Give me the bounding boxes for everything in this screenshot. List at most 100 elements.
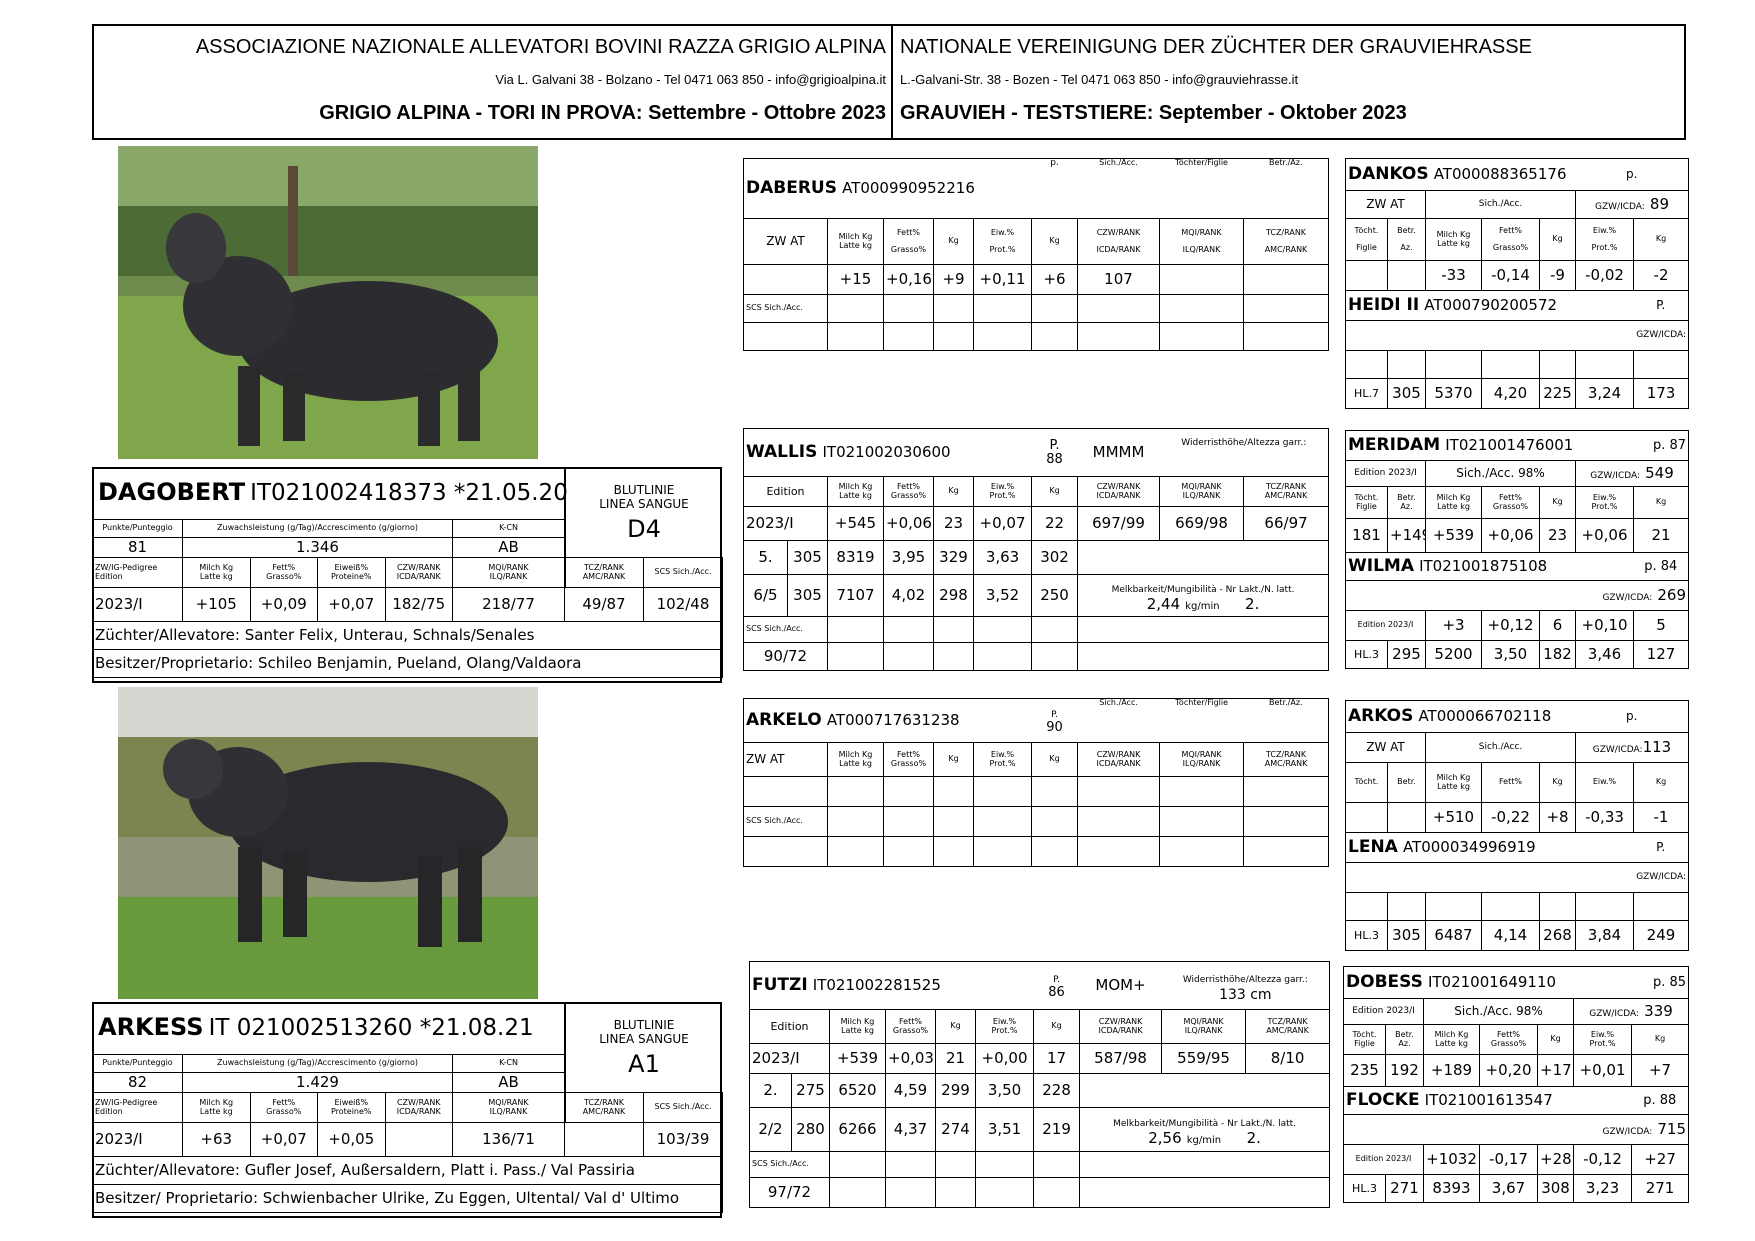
label: Milch Kg Latte kg bbox=[827, 742, 884, 777]
edition-value: 2023/I bbox=[92, 587, 183, 622]
label: Betr./Az. bbox=[1243, 698, 1330, 743]
label: Eiw.% Prot.% bbox=[973, 218, 1032, 265]
value: 173 bbox=[1633, 378, 1690, 409]
value: 21 bbox=[935, 1043, 976, 1074]
dam-title: HEIDI II AT000790200572 bbox=[1344, 290, 1634, 321]
kcn-value: AB bbox=[452, 537, 565, 558]
label: Eiw.% Prot.% bbox=[1573, 1024, 1633, 1055]
bull-title: DAGOBERT IT021002418373 *21.05.20 bbox=[98, 478, 568, 506]
label: MQI/RANK ILQ/RANK bbox=[1159, 218, 1244, 265]
value: 3,23 bbox=[1573, 1174, 1633, 1203]
sich-value: Sich./Acc. 98% bbox=[1425, 460, 1576, 487]
label: CZW/RANK ICDA/RANK bbox=[1077, 476, 1161, 507]
label: Kg bbox=[1633, 486, 1689, 519]
value bbox=[1159, 264, 1244, 295]
label: MQI/RANK ILQ/RANK bbox=[1161, 1009, 1247, 1044]
value bbox=[1243, 264, 1329, 295]
value: 3,50 bbox=[974, 1073, 1035, 1108]
owner-line: Besitzer/Proprietario: Schileo Benjamin,… bbox=[92, 649, 723, 678]
fett-value: +0,07 bbox=[249, 1122, 318, 1157]
label: Eiw.% Prot.% bbox=[974, 1009, 1035, 1044]
label: Fett% Grasso% bbox=[249, 557, 318, 588]
p-value: P. 90 bbox=[1031, 698, 1078, 743]
sire-title: ARKOS AT000066702118 bbox=[1345, 700, 1576, 733]
value: -0,12 bbox=[1573, 1144, 1633, 1175]
label: Milch Kg Latte kg bbox=[827, 476, 884, 507]
header-de-address: L.-Galvani-Str. 38 - Bozen - Tel 0471 06… bbox=[900, 72, 1299, 87]
value: 192 bbox=[1385, 1054, 1424, 1087]
value: 8319 bbox=[827, 540, 884, 575]
value: +149 bbox=[1387, 518, 1426, 553]
value: 3,24 bbox=[1575, 378, 1635, 409]
bull-stats-table: Punkte/Punteggio Zuwachsleistung (g/Tag)… bbox=[92, 1054, 723, 1213]
label: Punkte/Punteggio bbox=[92, 1054, 183, 1073]
value: 3,84 bbox=[1575, 920, 1634, 951]
label: K-CN bbox=[452, 1054, 565, 1073]
value: 3,46 bbox=[1575, 640, 1634, 669]
value: 280 bbox=[791, 1107, 830, 1152]
label: ZW AT bbox=[1345, 732, 1426, 763]
value: +6 bbox=[1031, 264, 1078, 295]
p-value: P. 86 bbox=[1033, 961, 1080, 1010]
value: 3,63 bbox=[972, 540, 1033, 575]
tcz-value: 49/87 bbox=[564, 587, 644, 622]
label: Punkte/Punteggio bbox=[92, 519, 183, 538]
value: +0,01 bbox=[1573, 1054, 1633, 1087]
value: 3,50 bbox=[1481, 640, 1540, 669]
value: -9 bbox=[1538, 260, 1577, 291]
height-value: Widerristhöhe/Altezza garr.: 133 cm bbox=[1161, 961, 1331, 1010]
label: Betr./Az. bbox=[1243, 158, 1329, 219]
sire-title: DABERUS AT000990952216 bbox=[743, 158, 1032, 219]
value: +0,03 bbox=[885, 1043, 936, 1074]
value: -0,02 bbox=[1575, 260, 1635, 291]
value: 275 bbox=[791, 1073, 830, 1108]
value: -0,22 bbox=[1481, 802, 1540, 833]
value: +0,06 bbox=[1481, 518, 1540, 553]
value: 295 bbox=[1387, 640, 1426, 669]
label: Kg bbox=[1539, 486, 1576, 519]
label: Kg bbox=[1031, 218, 1078, 265]
dam-table-meridam-wilma: MERIDAM IT021001476001 p. 87 Edition 202… bbox=[1345, 430, 1689, 669]
label: Kg bbox=[1633, 762, 1689, 803]
blutlinie-label: BLUTLINIE bbox=[613, 483, 675, 497]
label: Fett% Grasso% bbox=[883, 476, 934, 507]
value: +0,06 bbox=[1575, 518, 1634, 553]
gzw-value: GZW/ICDA: 549 bbox=[1575, 460, 1689, 487]
label: Milch Kg Latte kg bbox=[1423, 1024, 1480, 1055]
value: +3 bbox=[1425, 610, 1482, 641]
value: 302 bbox=[1031, 540, 1079, 575]
label: MQI/RANK ILQ/RANK bbox=[1159, 742, 1245, 777]
label: Kg bbox=[1539, 762, 1576, 803]
value: 274 bbox=[935, 1107, 976, 1152]
scs-value: 103/39 bbox=[643, 1122, 723, 1157]
bull-photo-dagobert bbox=[118, 146, 538, 459]
label: Betr. Az. bbox=[1387, 486, 1426, 519]
label: Eiw.% Prot.% bbox=[972, 476, 1033, 507]
edition-value: Edition 2023/I bbox=[1343, 998, 1424, 1025]
label: TCZ/RANK AMC/RANK bbox=[1243, 742, 1330, 777]
value: 5. bbox=[743, 540, 788, 575]
edition-value: 2023/I bbox=[743, 506, 828, 541]
czw-value: 182/75 bbox=[384, 587, 453, 622]
value: 305 bbox=[1387, 378, 1426, 409]
label: Eiweiß% Proteine% bbox=[317, 1092, 386, 1123]
value: 107 bbox=[1077, 264, 1160, 295]
bull-name: DAGOBERT bbox=[98, 478, 246, 506]
label: Kg bbox=[1536, 1024, 1575, 1055]
label: Milch Kg Latte kg bbox=[1425, 218, 1482, 261]
label: Kg bbox=[1031, 476, 1079, 507]
value: 329 bbox=[933, 540, 974, 575]
mqi-value: 218/77 bbox=[452, 587, 565, 622]
label: Töcht. Figlie bbox=[1343, 1024, 1386, 1055]
edition-value: 2023/I bbox=[92, 1122, 183, 1157]
label: ZW/IG-Pedigree Edition bbox=[92, 1092, 183, 1123]
label: Zuwachsleistung (g/Tag)/Accrescimento (g… bbox=[182, 519, 453, 538]
value: 127 bbox=[1633, 640, 1689, 669]
label: Milch Kg Latte kg bbox=[1425, 762, 1482, 803]
gzw-value: GZW/ICDA: 715 bbox=[1342, 1114, 1690, 1145]
label: SCS Sich./Acc. bbox=[743, 806, 828, 837]
label: MQI/RANK ILQ/RANK bbox=[1159, 476, 1245, 507]
czw-value bbox=[384, 1122, 453, 1157]
sire-title: FUTZI IT021002281525 bbox=[748, 961, 1034, 1010]
sire-title: MERIDAM IT021001476001 bbox=[1345, 430, 1576, 461]
